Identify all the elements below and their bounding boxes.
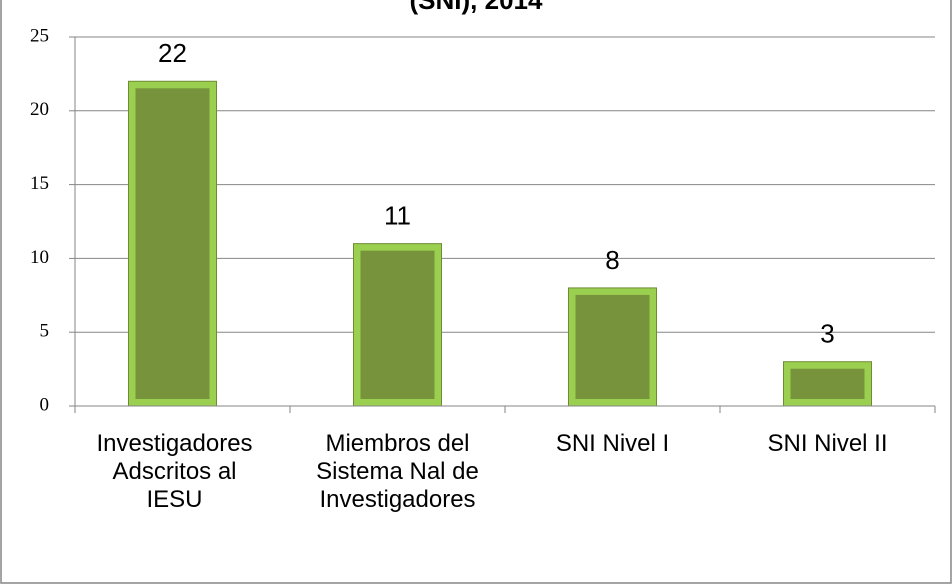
y-tick-label: 10: [30, 247, 49, 268]
bar-face: [575, 294, 650, 399]
value-label: 22: [158, 38, 187, 68]
y-tick-label: 25: [30, 25, 49, 46]
x-tick-label: Miembros del Sistema Nal de Investigador…: [316, 430, 479, 513]
value-label: 11: [384, 201, 411, 231]
y-tick-label: 0: [40, 394, 50, 415]
value-label: 8: [605, 245, 619, 275]
x-tick-label: SNI Nivel I: [555, 430, 670, 457]
bar-face: [790, 368, 865, 399]
y-tick-label: 5: [40, 321, 50, 342]
x-tick-label: SNI Nivel II: [767, 430, 888, 457]
y-tick-label: 20: [30, 99, 49, 120]
bar-face: [360, 250, 435, 399]
bar-face: [135, 88, 210, 399]
x-tick-label: Investigadores Adscritos al IESU: [96, 430, 253, 513]
value-label: 3: [820, 319, 834, 349]
chart-title: (SNI), 2014: [410, 0, 543, 15]
y-tick-label: 15: [30, 173, 49, 194]
